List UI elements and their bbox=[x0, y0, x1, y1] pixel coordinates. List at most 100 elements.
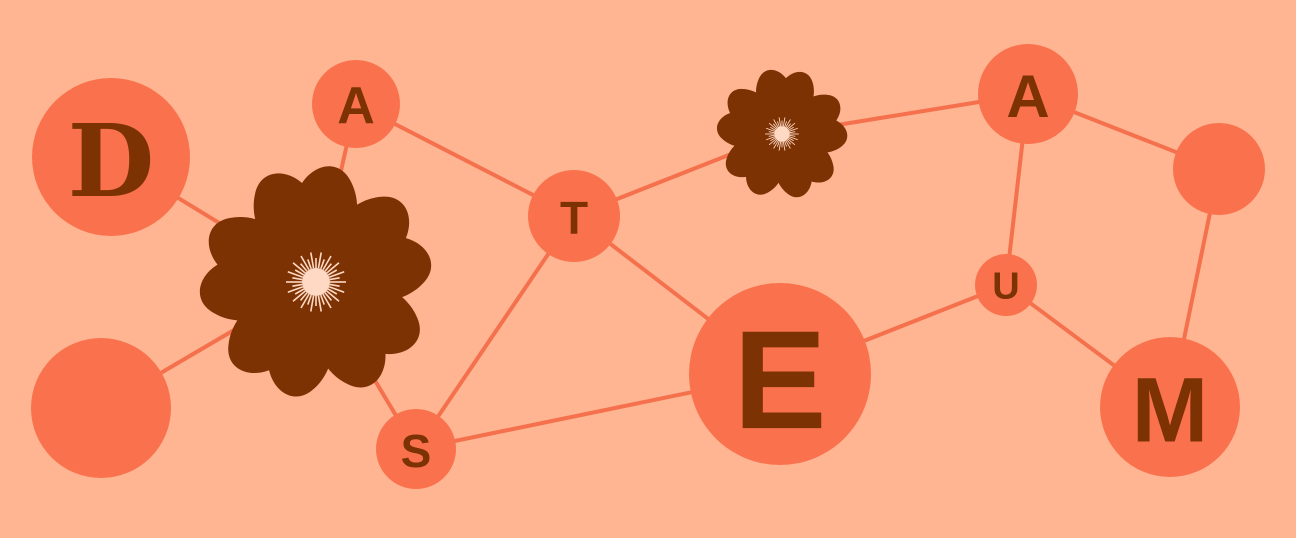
node-circle bbox=[312, 60, 400, 148]
flower-ray bbox=[770, 126, 776, 131]
flower-ray bbox=[789, 131, 796, 134]
flower-icon bbox=[199, 166, 432, 397]
flower-ray bbox=[789, 136, 798, 141]
flower-ray bbox=[329, 277, 340, 281]
flower-ray bbox=[773, 140, 779, 149]
flower-ray bbox=[773, 123, 778, 129]
node-a2: A bbox=[978, 44, 1078, 144]
flower-ray bbox=[300, 255, 310, 271]
node-circle bbox=[528, 170, 620, 262]
node-circle bbox=[376, 409, 456, 489]
flower-petal bbox=[199, 217, 313, 321]
flower-ray bbox=[789, 127, 798, 132]
node-label: U bbox=[992, 266, 1019, 308]
flower-ray bbox=[307, 259, 312, 270]
flower-ray bbox=[327, 288, 338, 295]
flower-icon bbox=[716, 69, 848, 198]
edge-t-s bbox=[414, 214, 576, 451]
flower-ray bbox=[310, 295, 315, 312]
flower-ray bbox=[785, 119, 791, 128]
node-blank-left bbox=[31, 338, 171, 478]
node-s: S bbox=[376, 409, 456, 489]
node-t: T bbox=[528, 170, 620, 262]
flower-ray bbox=[773, 139, 778, 145]
flower-ray bbox=[292, 283, 303, 287]
flower-ray bbox=[324, 263, 333, 272]
node-label: M bbox=[1132, 360, 1209, 462]
node-blank-right bbox=[1173, 123, 1265, 215]
node-d: D bbox=[32, 78, 190, 236]
flower-ray bbox=[784, 141, 788, 147]
flower-ray bbox=[300, 293, 310, 309]
flower-ray bbox=[788, 126, 794, 131]
flower-ray bbox=[766, 127, 775, 132]
node-circle bbox=[32, 78, 190, 236]
flower-ray bbox=[294, 288, 305, 295]
flower-petal bbox=[725, 133, 786, 195]
node-label: A bbox=[1006, 63, 1049, 130]
flower-ray bbox=[292, 277, 303, 281]
flower-ray bbox=[320, 259, 325, 270]
node-circle bbox=[1100, 337, 1240, 477]
flower-petal bbox=[716, 88, 780, 148]
flower-ray bbox=[292, 290, 306, 302]
flower-ray bbox=[768, 138, 777, 146]
node-a1: A bbox=[312, 60, 400, 148]
flower-ray bbox=[326, 290, 340, 302]
node-label: D bbox=[68, 102, 155, 220]
node-circle bbox=[31, 338, 171, 478]
node-u: U bbox=[975, 254, 1037, 316]
flower-ray bbox=[307, 294, 312, 305]
flower-center bbox=[302, 268, 330, 296]
flower-ray bbox=[327, 269, 338, 276]
flower-ray bbox=[322, 255, 332, 271]
flower-ray bbox=[789, 134, 796, 137]
flower-ray bbox=[299, 292, 308, 301]
flower-petal bbox=[319, 196, 432, 302]
flower-ray bbox=[294, 269, 305, 276]
node-m: M bbox=[1100, 337, 1240, 477]
flower-ray bbox=[322, 293, 332, 309]
flower-ray bbox=[776, 141, 780, 147]
flower-ray bbox=[310, 252, 315, 269]
flower-ray bbox=[776, 121, 780, 127]
flower-ray bbox=[329, 283, 340, 287]
flower-ray bbox=[287, 286, 304, 294]
flower-ray bbox=[768, 134, 775, 137]
node-label: A bbox=[337, 77, 375, 135]
flower-ray bbox=[292, 262, 306, 274]
flower-ray bbox=[328, 270, 345, 278]
node-circle bbox=[689, 283, 871, 465]
flower-ray bbox=[768, 122, 777, 130]
node-circle bbox=[975, 254, 1037, 316]
flower-ray bbox=[787, 122, 796, 130]
flower-ray bbox=[785, 140, 791, 149]
node-label: E bbox=[733, 301, 826, 458]
flower-ray bbox=[778, 141, 782, 151]
node-circle bbox=[978, 44, 1078, 144]
flower-ray bbox=[320, 294, 325, 305]
node-e: E bbox=[689, 283, 871, 465]
flower-ray bbox=[770, 137, 776, 142]
flower-ray bbox=[287, 270, 304, 278]
flower-ray bbox=[317, 252, 322, 269]
flower-ray bbox=[766, 136, 775, 141]
node-circle bbox=[1173, 123, 1265, 215]
flower-ray bbox=[324, 292, 333, 301]
flower-center bbox=[774, 126, 790, 142]
flower-ray bbox=[784, 121, 788, 127]
flower-ray bbox=[787, 138, 796, 146]
flower-ray bbox=[326, 262, 340, 274]
flower-ray bbox=[786, 139, 791, 145]
flower-ray bbox=[317, 295, 322, 312]
flower-ray bbox=[299, 263, 308, 272]
flower-petal bbox=[774, 135, 834, 198]
flower-ray bbox=[778, 117, 782, 127]
flower-petal bbox=[312, 279, 420, 388]
flower-ray bbox=[782, 117, 786, 127]
decorations bbox=[199, 69, 848, 397]
flower-ray bbox=[788, 137, 794, 142]
flower-ray bbox=[768, 131, 775, 134]
